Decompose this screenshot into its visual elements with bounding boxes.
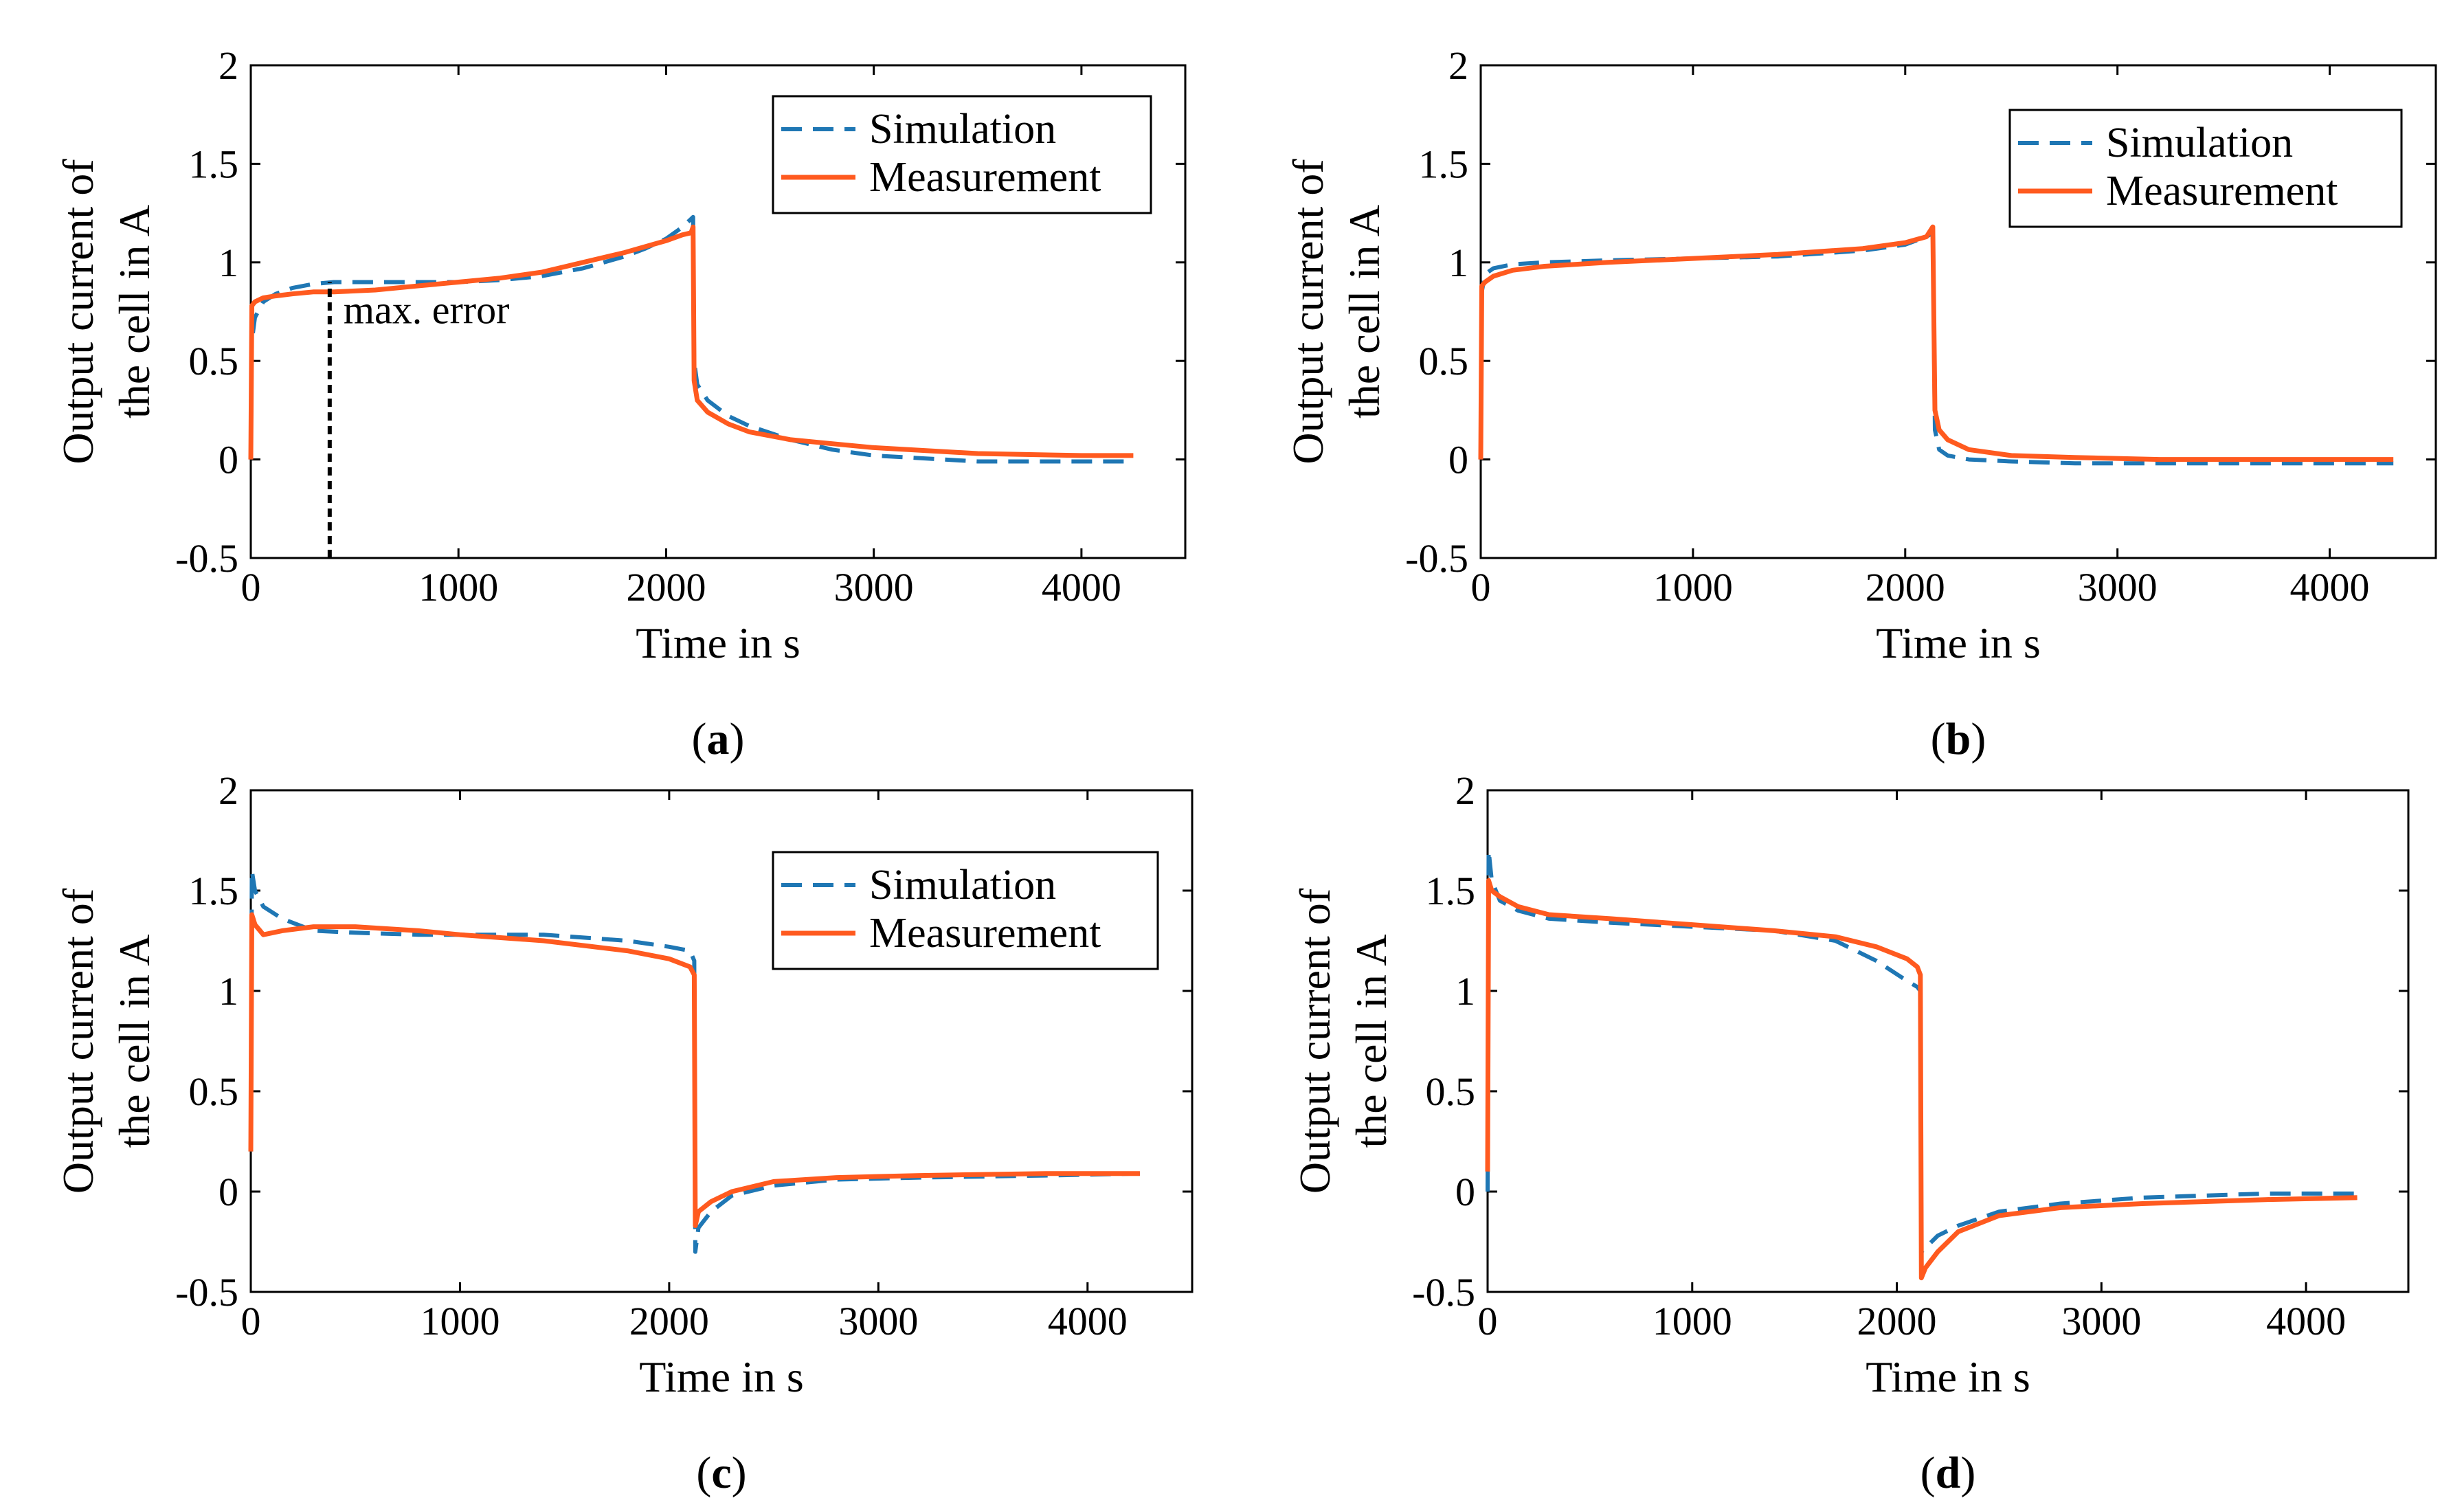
y-tick-label: 0.5 xyxy=(1419,339,1469,383)
x-axis-label: Time in s xyxy=(1876,618,2041,667)
legend-entry-measurement: Measurement xyxy=(2106,168,2338,214)
y-tick-label: 1.5 xyxy=(189,142,239,186)
y-tick-label: 0.5 xyxy=(1426,1069,1476,1114)
x-tick-label: 2000 xyxy=(626,565,706,610)
x-tick-label: 3000 xyxy=(2078,565,2158,610)
y-axis-label-line: Output current of xyxy=(54,888,102,1194)
x-tick-label: 0 xyxy=(241,1299,261,1343)
y-tick-label: 0 xyxy=(219,1170,238,1214)
x-axis-label: Time in s xyxy=(636,618,800,667)
series-line-measurement xyxy=(248,224,1134,460)
y-tick-label: 1.5 xyxy=(1419,142,1469,186)
y-axis-label-line: Output current of xyxy=(1290,888,1339,1194)
y-axis-label-line: the cell in A xyxy=(110,934,159,1148)
x-tick-label: 3000 xyxy=(2061,1299,2141,1343)
x-tick-label: 0 xyxy=(1471,565,1491,610)
series-line-measurement xyxy=(1485,878,2357,1281)
y-axis-label-line: Output current of xyxy=(1284,159,1332,465)
x-tick-label: 4000 xyxy=(2290,565,2370,610)
y-axis-label-line: the cell in A xyxy=(110,205,159,418)
y-tick-label: 0 xyxy=(1455,1170,1475,1214)
x-tick-label: 1000 xyxy=(1653,565,1733,610)
annotation-label: max. error xyxy=(344,287,510,332)
y-tick-label: 0 xyxy=(219,438,238,482)
y-tick-label: 1 xyxy=(1448,241,1468,285)
series-line-measurement xyxy=(248,912,1140,1229)
y-tick-label: 2 xyxy=(219,768,238,813)
y-tick-label: 1.5 xyxy=(1426,869,1476,913)
series-line-simulation xyxy=(249,868,1140,1254)
legend-entry-simulation: Simulation xyxy=(869,862,1056,908)
y-tick-label: -0.5 xyxy=(175,536,238,581)
panel-caption: (a) xyxy=(692,714,745,764)
legend-entry-simulation: Simulation xyxy=(869,106,1056,153)
x-tick-label: 4000 xyxy=(1042,565,1121,610)
y-axis-label-line: the cell in A xyxy=(1340,205,1389,418)
y-tick-label: -0.5 xyxy=(1412,1270,1475,1315)
y-tick-label: -0.5 xyxy=(1405,536,1468,581)
y-tick-label: 1 xyxy=(219,969,238,1014)
y-axis-label-line: Output current of xyxy=(54,159,102,465)
x-tick-label: 4000 xyxy=(1048,1299,1128,1343)
series-line-simulation xyxy=(1486,848,2357,1254)
y-tick-label: 1 xyxy=(219,241,238,285)
y-tick-label: 0 xyxy=(1448,438,1468,482)
plot-frame xyxy=(1486,789,2410,1293)
legend-box xyxy=(772,851,1159,970)
x-tick-label: 3000 xyxy=(834,565,914,610)
panel-caption: (d) xyxy=(1920,1448,1976,1498)
y-tick-label: -0.5 xyxy=(175,1270,238,1315)
x-tick-label: 1000 xyxy=(418,565,498,610)
legend-box xyxy=(2008,109,2403,228)
x-tick-label: 3000 xyxy=(838,1299,918,1343)
y-tick-label: 2 xyxy=(1455,768,1475,813)
x-axis-label: Time in s xyxy=(1866,1352,2030,1401)
x-tick-label: 0 xyxy=(241,565,261,610)
y-tick-label: 1.5 xyxy=(189,869,239,913)
x-tick-label: 1000 xyxy=(1653,1299,1732,1343)
y-tick-label: 1 xyxy=(1455,969,1475,1014)
panel-caption: (b) xyxy=(1931,714,1986,764)
y-tick-label: 0.5 xyxy=(189,1069,239,1114)
x-axis-label: Time in s xyxy=(639,1352,804,1401)
series-line-measurement xyxy=(1478,224,2394,462)
legend-entry-simulation: Simulation xyxy=(2106,120,2293,166)
legend-entry-measurement: Measurement xyxy=(869,154,1101,201)
x-tick-label: 0 xyxy=(1478,1299,1498,1343)
y-axis-label-line: the cell in A xyxy=(1347,934,1396,1148)
legend-box xyxy=(772,95,1152,214)
y-tick-label: 2 xyxy=(1448,43,1468,88)
x-tick-label: 1000 xyxy=(420,1299,500,1343)
x-tick-label: 2000 xyxy=(629,1299,709,1343)
y-tick-label: 2 xyxy=(219,43,238,88)
panel-caption: (c) xyxy=(696,1448,746,1498)
y-tick-label: 0.5 xyxy=(189,339,239,383)
legend-entry-measurement: Measurement xyxy=(869,910,1101,957)
x-tick-label: 2000 xyxy=(1866,565,1945,610)
x-tick-label: 2000 xyxy=(1857,1299,1937,1343)
x-tick-label: 4000 xyxy=(2266,1299,2346,1343)
